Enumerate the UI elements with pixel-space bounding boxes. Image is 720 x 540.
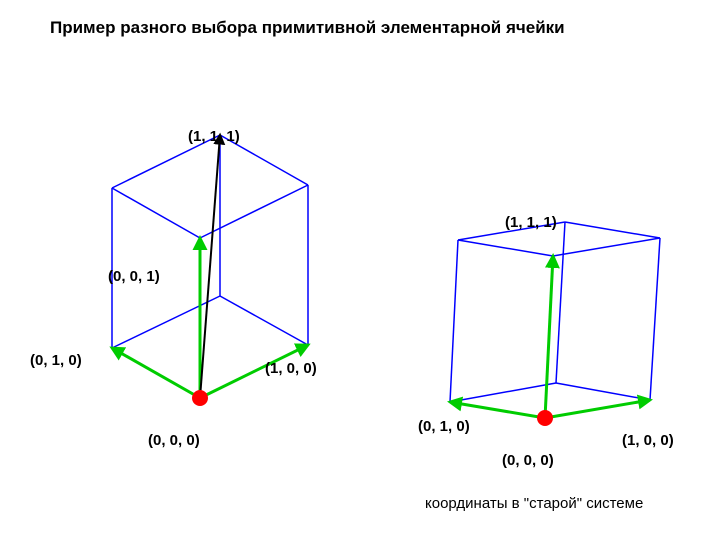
right-cube <box>450 222 660 426</box>
right-label-y: (0, 1, 0) <box>418 418 470 435</box>
right-label-diag: (1, 1, 1) <box>505 214 557 231</box>
caption-text: координаты в "старой" системе <box>425 495 643 512</box>
left-label-z: (0, 0, 1) <box>108 268 160 285</box>
right-label-origin: (0, 0, 0) <box>502 452 554 469</box>
left-label-origin: (0, 0, 0) <box>148 432 200 449</box>
left-label-diag: (1, 1, 1) <box>188 128 240 145</box>
right-label-x: (1, 0, 0) <box>622 432 674 449</box>
left-label-y: (0, 1, 0) <box>30 352 82 369</box>
left-label-x: (1, 0, 0) <box>265 360 317 377</box>
